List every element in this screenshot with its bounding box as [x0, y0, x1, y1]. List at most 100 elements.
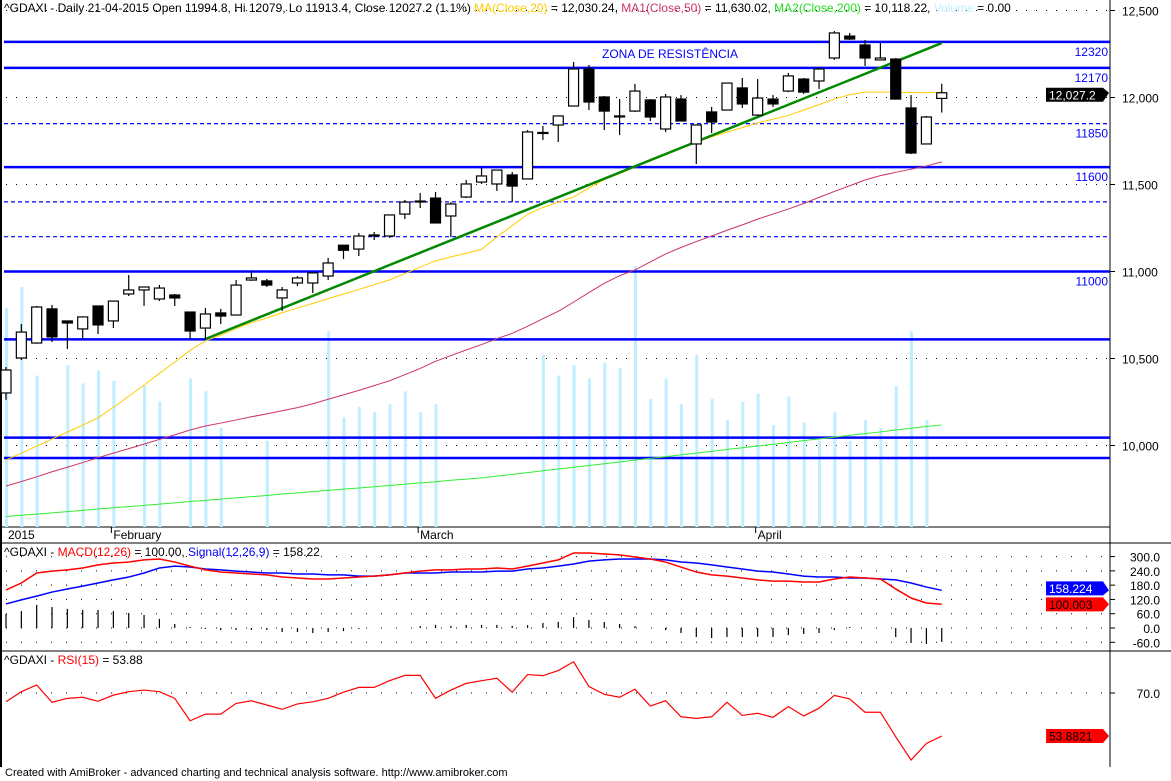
price-tick-label: 12,000	[1122, 92, 1159, 106]
candle-body	[61, 320, 73, 324]
volume-bar	[864, 419, 868, 527]
price-tick-label: 10,500	[1122, 353, 1159, 367]
candle-body	[782, 75, 794, 92]
candle-body	[199, 313, 212, 329]
candle-body	[521, 131, 534, 180]
volume-bar	[81, 383, 85, 527]
candle-body	[383, 214, 396, 237]
candle-body	[337, 244, 350, 251]
volume-bar	[894, 386, 898, 527]
candle-body	[460, 183, 472, 198]
volume-bar	[342, 417, 346, 527]
candle-body	[690, 124, 702, 145]
volume-bar	[20, 286, 24, 527]
rsi-value-label: 53.8821	[1049, 730, 1093, 744]
candle-body	[31, 306, 43, 344]
signal-value-label: 158.224	[1049, 582, 1093, 596]
candle-body	[660, 96, 672, 130]
macd-symbol: ^GDAXI -	[4, 545, 58, 559]
volume-bar	[5, 307, 8, 527]
candle-body	[767, 98, 779, 105]
volume-bar	[557, 375, 561, 527]
candle-body	[798, 78, 810, 93]
candle-body	[322, 262, 334, 277]
rsi-symbol: ^GDAXI -	[4, 653, 58, 667]
price-tick-label: 10,000	[1122, 440, 1159, 454]
macd-line	[5, 552, 942, 605]
volume-bar	[158, 401, 162, 527]
volume-bar	[664, 378, 668, 527]
volume-bar	[741, 401, 745, 527]
candle-body	[0, 369, 12, 394]
candle-body	[291, 277, 304, 284]
rsi-panel-title: ^GDAXI - RSI(15) = 53.88	[4, 653, 143, 667]
candle-body	[936, 92, 948, 100]
volume-bar	[818, 440, 822, 527]
candle-body	[813, 68, 825, 82]
candle-body	[859, 44, 871, 59]
price-tick-label: 11,000	[1122, 266, 1158, 280]
candle-body	[506, 174, 518, 187]
price-tick-label: 11,500	[1122, 179, 1158, 193]
candle-body	[215, 312, 227, 317]
volume-bar	[633, 266, 637, 527]
ma50-line	[5, 161, 942, 487]
candle-body	[399, 201, 411, 215]
volume-bar	[357, 406, 361, 527]
candle-body	[721, 82, 733, 111]
level-label: 12320	[1075, 45, 1109, 59]
macd-tick-label: 300.0	[1130, 551, 1160, 565]
candle-body	[107, 300, 119, 322]
volume-bar	[587, 378, 591, 527]
volume-bar	[112, 380, 116, 527]
volume-bar	[35, 375, 39, 527]
volume-bar	[756, 393, 760, 527]
date-tick-label: 2015	[8, 528, 35, 542]
volume-bar	[219, 427, 223, 527]
candle-body	[890, 58, 902, 100]
ma50-value: = 11,630.02,	[704, 1, 771, 15]
volume-bar	[572, 365, 576, 527]
date-tick-label: April	[758, 528, 782, 542]
candle-body	[307, 272, 319, 284]
candle-body	[537, 131, 549, 135]
candle-body	[828, 32, 840, 59]
candle-body	[706, 111, 718, 123]
volume-bar	[833, 412, 837, 527]
candle-body	[567, 68, 580, 107]
macd-value: = 100.00,	[131, 545, 189, 559]
volume-bar	[327, 331, 331, 527]
volume-bar	[649, 399, 653, 527]
price-tick-label: 12,500	[1122, 5, 1159, 19]
rsi-label: RSI(15)	[57, 653, 99, 667]
ma200-line	[5, 424, 942, 518]
candle-body	[77, 316, 89, 330]
macd-value-marker	[1046, 597, 1109, 612]
volume-bar	[787, 396, 791, 527]
candle-body	[675, 98, 687, 122]
rsi-value: = 53.88	[98, 653, 143, 667]
rsi-value-marker	[1046, 729, 1109, 744]
candle-body	[353, 235, 365, 250]
macd-tick-label: 180.0	[1130, 579, 1160, 593]
signal-value: = 158.22	[269, 545, 320, 559]
candle-body	[245, 277, 258, 281]
date-tick-label: February	[113, 528, 161, 542]
volume-bar	[695, 354, 699, 527]
volume-bar	[388, 404, 392, 527]
candle-body	[736, 87, 748, 105]
volume-bar	[97, 370, 101, 527]
candle-body	[445, 203, 457, 217]
volume-bar	[618, 367, 622, 527]
candle-body	[552, 115, 564, 126]
candle-body	[184, 311, 196, 332]
rsi-line	[5, 660, 943, 761]
volume-bar	[848, 440, 852, 527]
price-panel-title: ^GDAXI - Daily 21-04-2015 Open 11994.8, …	[4, 1, 1011, 15]
ma50-label: MA1(Close,50)	[621, 1, 702, 15]
volume-bar	[189, 378, 193, 527]
signal-line	[5, 558, 942, 605]
volume-value: = 0.00	[977, 1, 1011, 15]
volume-bar	[772, 425, 775, 527]
